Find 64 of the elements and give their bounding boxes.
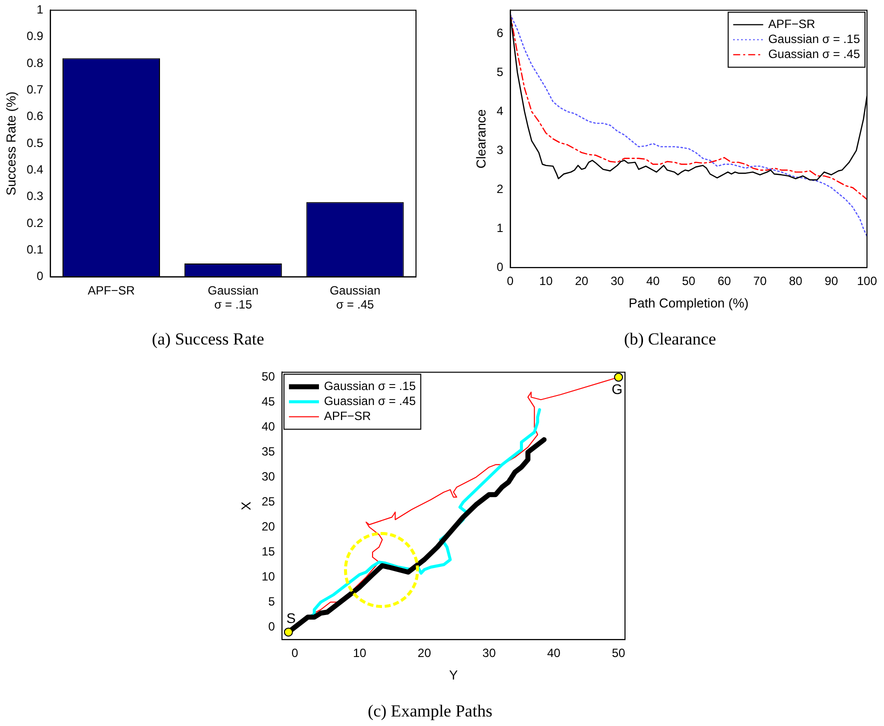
x-tick-label: 100 [856, 274, 878, 288]
y-tick-label: 30 [262, 469, 276, 484]
y-tick-label: 0.9 [26, 29, 44, 44]
x-tick-label: 50 [612, 646, 626, 660]
y-axis-title: Success Rate (%) [3, 91, 18, 196]
x-tick-label: 80 [788, 274, 803, 288]
y-tick-label: 0.5 [26, 136, 44, 150]
y-tick-label: 45 [262, 394, 276, 408]
x-tick-label: Gaussian σ = .15 [208, 283, 258, 312]
y-tick-label: 5 [496, 64, 504, 79]
x-tick-label: 30 [610, 274, 624, 288]
y-tick-label: 0.7 [26, 82, 44, 96]
x-tick-label: 40 [547, 646, 561, 660]
legend-label: Gaussian σ = .15 [324, 379, 416, 394]
y-tick-label: 50 [262, 370, 276, 384]
text: (a) Success Rate [152, 329, 264, 348]
text: (b) Clearance [624, 329, 716, 348]
x-tick-label: 20 [574, 274, 589, 288]
x-tick-label: 10 [352, 646, 367, 660]
y-tick-label: 0.6 [26, 109, 44, 124]
x-axis-title: Y [449, 667, 458, 682]
x-tick-label: 70 [753, 274, 767, 288]
legend-label: APF−SR [324, 409, 372, 424]
y-tick-label: 0.4 [26, 162, 44, 176]
x-tick-label: 0 [292, 646, 299, 660]
annotation: G [612, 381, 623, 398]
y-tick-label: 1 [496, 220, 504, 235]
legend-label: Guassian σ = .45 [324, 394, 416, 408]
x-tick-label: 60 [718, 274, 732, 288]
text: (c) Example Paths [368, 701, 492, 720]
x-tick-label: APF−SR [88, 283, 136, 298]
y-tick-label: 2 [496, 182, 504, 196]
y-tick-label: 0 [268, 619, 276, 634]
annotation: S [286, 610, 296, 626]
y-tick-label: 0.3 [26, 189, 44, 204]
legend-label: APF−SR [768, 17, 816, 32]
legend-label: Gaussian σ = .15 [768, 32, 860, 46]
x-tick-label: 90 [824, 274, 838, 288]
x-tick-label: 10 [539, 274, 553, 288]
y-axis-title: X [238, 501, 254, 510]
y-tick-label: 40 [262, 419, 276, 434]
x-tick-label: 50 [682, 274, 696, 288]
x-axis-title: Path Completion (%) [628, 295, 749, 310]
y-tick-label: 5 [268, 594, 276, 608]
y-tick-label: 6 [496, 26, 504, 40]
y-tick-label: 20 [262, 519, 276, 534]
y-tick-label: 15 [262, 544, 276, 558]
y-axis-title: Clearance [473, 109, 488, 169]
y-tick-label: 3 [496, 142, 504, 157]
y-tick-label: 10 [262, 569, 276, 584]
y-tick-label: 0.2 [26, 216, 44, 230]
y-tick-label: 1 [36, 2, 44, 17]
y-tick-label: 25 [262, 494, 276, 508]
x-tick-label: 20 [418, 646, 432, 660]
line-series [510, 14, 867, 237]
y-tick-label: 0.8 [26, 56, 44, 70]
x-tick-label: Gaussian σ = .45 [330, 283, 380, 312]
legend-label: Guassian σ = .45 [768, 47, 860, 62]
y-tick-label: 0 [496, 260, 504, 274]
x-tick-label: 0 [506, 274, 514, 288]
y-tick-label: 0.1 [26, 242, 44, 256]
x-tick-label: 40 [646, 274, 660, 288]
y-tick-label: 4 [496, 104, 504, 118]
y-tick-label: 35 [262, 444, 276, 458]
